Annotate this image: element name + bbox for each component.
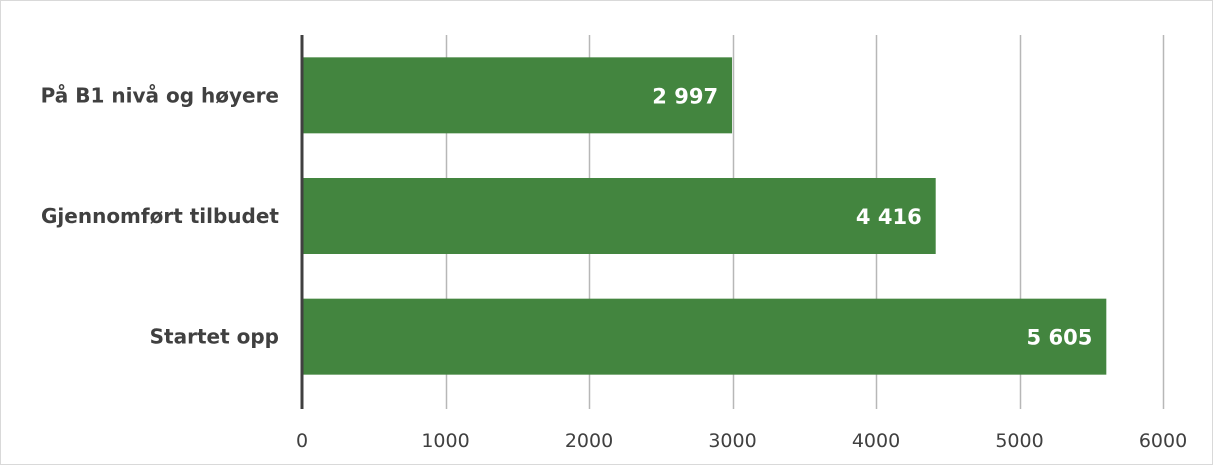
x-tick-label-5000: 5000 [995, 430, 1043, 452]
data-label-3: 5 605 [1027, 326, 1093, 350]
x-tick-label-4000: 4000 [852, 430, 900, 452]
bar-3 [302, 298, 1107, 375]
category-label-1: På B1 nivå og høyere [41, 83, 279, 107]
bar-2 [302, 178, 936, 254]
category-label-3: Startet opp [150, 325, 279, 349]
x-tick-label-6000: 6000 [1139, 430, 1187, 452]
bar-1 [302, 57, 733, 134]
x-tick-label-3000: 3000 [708, 430, 756, 452]
data-label-1: 2 997 [652, 84, 718, 108]
x-tick-label-0: 0 [296, 430, 308, 452]
bars [302, 57, 1107, 375]
labels: 0 1000 2000 3000 4000 5000 6000 2 997 På B1 nivå… [41, 83, 1188, 452]
x-tick-label-1000: 1000 [421, 430, 469, 452]
x-tick-label-2000: 2000 [565, 430, 613, 452]
category-label-2: Gjennomført tilbudet [41, 204, 279, 228]
data-label-2: 4 416 [856, 205, 922, 229]
